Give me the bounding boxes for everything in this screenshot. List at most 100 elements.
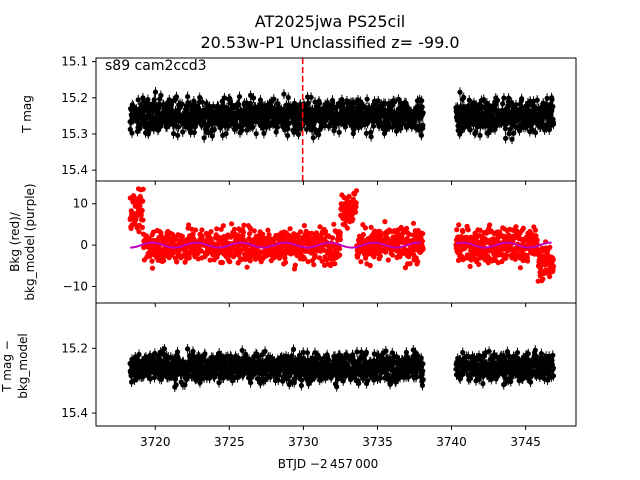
data-point (532, 130, 539, 136)
data-point (197, 94, 203, 101)
data-point (329, 235, 336, 241)
data-point (185, 94, 191, 100)
data-point (140, 217, 146, 223)
data-point (544, 251, 551, 257)
data-point (397, 254, 403, 260)
data-point (383, 249, 389, 255)
data-point (198, 248, 204, 254)
data-point (404, 235, 410, 242)
data-point (140, 186, 146, 192)
data-point (209, 133, 215, 139)
data-point (519, 96, 525, 102)
data-point (250, 95, 257, 101)
data-point (455, 257, 462, 263)
chart-title-line1: AT2025jwa PS25cil (255, 12, 405, 31)
data-point (385, 257, 391, 263)
data-point (503, 135, 509, 141)
data-point (382, 219, 388, 225)
data-point (129, 130, 135, 136)
data-point (279, 247, 285, 253)
data-point (174, 259, 180, 265)
data-point (465, 227, 471, 233)
data-point (418, 132, 424, 138)
data-point (215, 104, 222, 110)
data-point (466, 97, 472, 103)
data-point (211, 127, 217, 133)
data-point (152, 89, 159, 95)
data-point (313, 230, 320, 236)
data-point (316, 132, 322, 138)
data-point (219, 259, 225, 266)
data-point (201, 119, 207, 126)
data-point (534, 237, 540, 243)
data-point (287, 226, 293, 232)
data-point (175, 132, 181, 138)
data-point (420, 231, 426, 237)
data-point (138, 212, 144, 218)
data-point (323, 228, 329, 235)
data-point (461, 94, 467, 101)
data-point (340, 101, 346, 107)
data-point (550, 121, 557, 127)
data-point (291, 100, 298, 106)
data-point (534, 97, 540, 103)
data-point (370, 123, 377, 129)
data-point (214, 226, 220, 232)
data-point (467, 127, 473, 133)
data-point (271, 96, 277, 102)
panel-mag-minus-bkg: 15.215.4 (61, 302, 577, 430)
data-point (419, 104, 425, 110)
data-points-top (127, 87, 557, 145)
data-point (331, 221, 337, 227)
data-point (139, 224, 145, 231)
data-point (337, 252, 343, 258)
data-point (209, 239, 215, 245)
data-point (344, 225, 350, 231)
data-point (503, 252, 509, 259)
data-point (513, 224, 519, 230)
data-point (502, 126, 508, 132)
data-point (410, 220, 417, 226)
data-point (201, 135, 207, 141)
data-point (311, 262, 317, 268)
data-point (208, 229, 214, 235)
data-point (312, 252, 318, 258)
data-point (191, 129, 197, 136)
data-point (179, 233, 185, 240)
data-point (310, 135, 316, 141)
data-point (352, 209, 359, 215)
data-point (506, 95, 512, 101)
data-point (353, 200, 359, 206)
data-point (549, 96, 555, 103)
data-point (136, 229, 142, 235)
data-point (337, 230, 343, 236)
data-point (173, 94, 180, 100)
bkg-model-line (130, 241, 552, 249)
data-point (251, 228, 257, 234)
data-point (158, 92, 164, 98)
data-point (180, 129, 186, 135)
data-point (506, 131, 512, 137)
data-point (199, 233, 205, 239)
data-point (389, 252, 396, 258)
data-point (550, 263, 557, 269)
data-point (481, 96, 487, 103)
data-point (511, 130, 517, 136)
data-point (533, 233, 539, 239)
data-point (501, 95, 507, 101)
data-point (149, 258, 155, 264)
data-point (494, 97, 501, 103)
data-point (248, 101, 254, 107)
data-point (136, 351, 142, 358)
data-point (487, 222, 493, 228)
data-point (367, 262, 373, 269)
data-point (540, 276, 546, 282)
data-point (163, 239, 169, 245)
data-point (377, 229, 383, 235)
data-point (292, 262, 298, 268)
data-point (147, 376, 153, 382)
data-point (362, 225, 368, 231)
data-point (477, 132, 483, 138)
data-point (149, 265, 156, 271)
